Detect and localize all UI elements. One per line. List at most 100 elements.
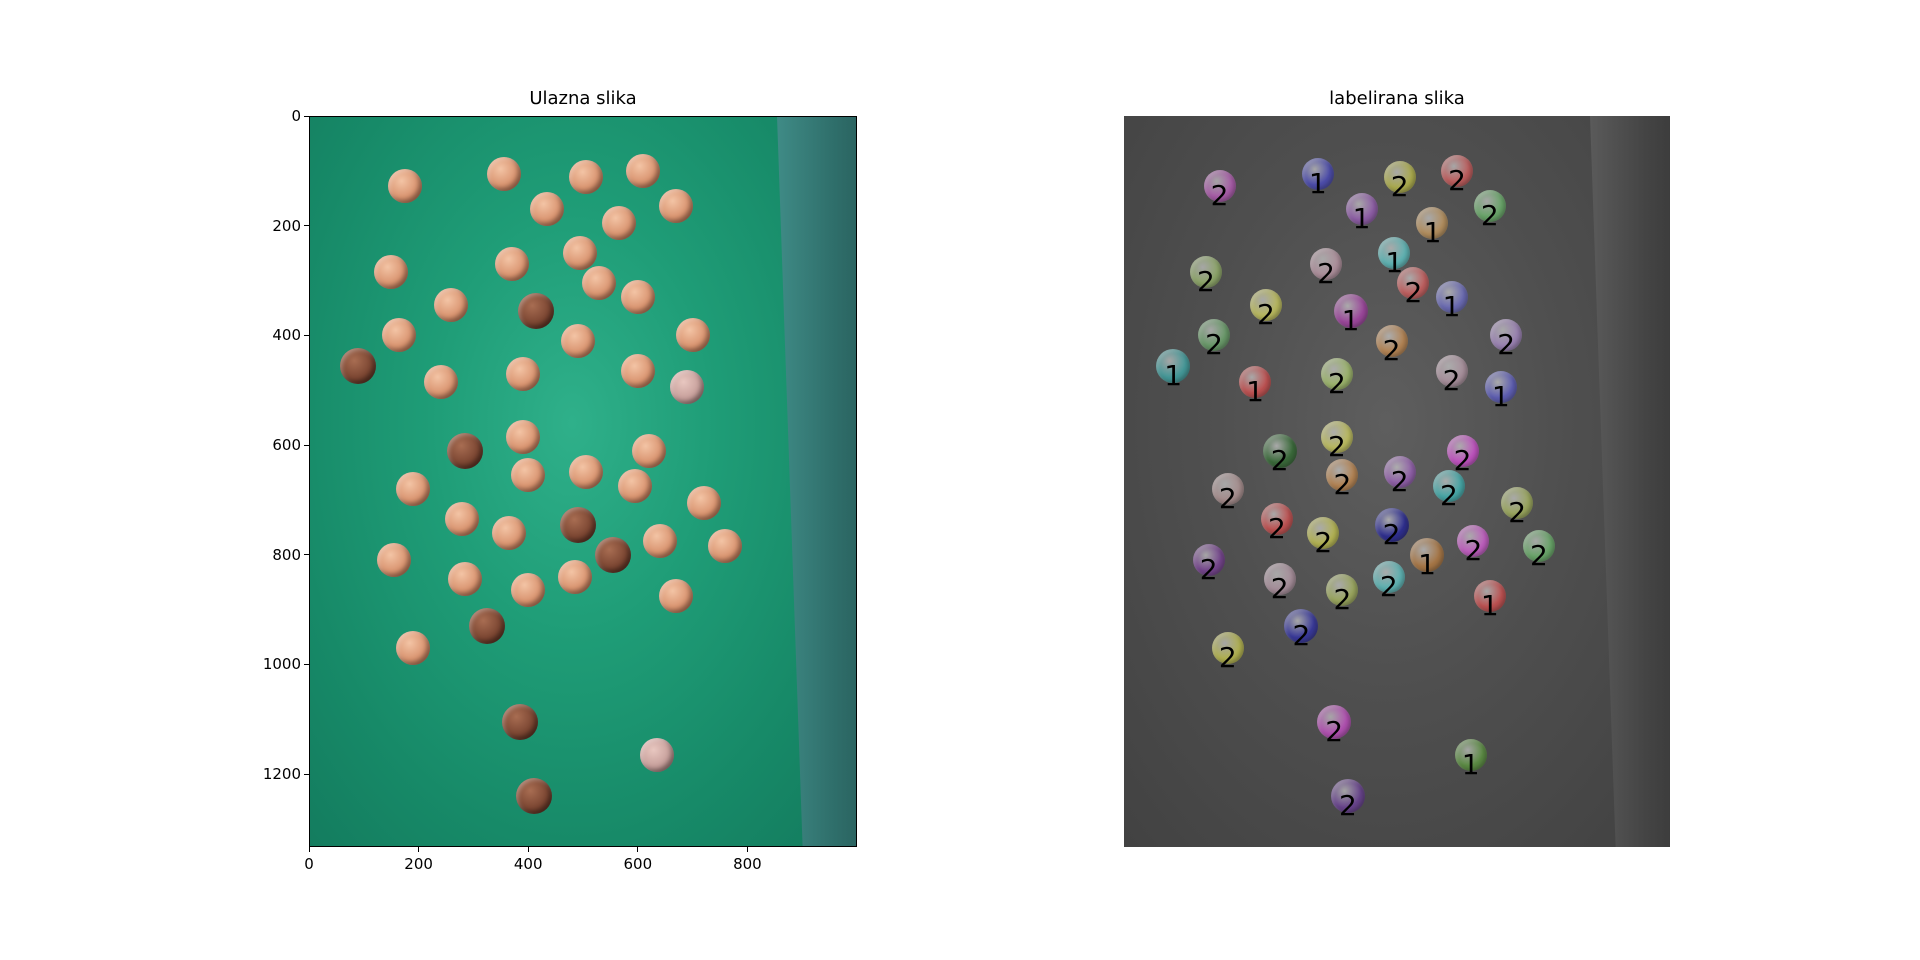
coin xyxy=(447,432,484,469)
coin xyxy=(642,524,677,558)
coin-label: 2 xyxy=(1453,443,1472,477)
x-tick-label: 0 xyxy=(304,855,314,873)
labeled-coin xyxy=(1211,631,1244,664)
coin-label: 1 xyxy=(1461,747,1480,781)
coin xyxy=(530,192,565,227)
labeled-coin xyxy=(1260,503,1293,536)
coin xyxy=(511,458,546,493)
coin xyxy=(494,247,529,282)
coin-label: 2 xyxy=(1196,265,1215,299)
y-tick xyxy=(304,444,309,446)
coin xyxy=(434,288,469,323)
coin xyxy=(639,737,674,772)
labeled-coin xyxy=(1501,486,1534,519)
labeled-coin xyxy=(1490,319,1523,352)
coin xyxy=(382,318,417,353)
coin xyxy=(620,279,655,314)
labeled-coin xyxy=(1211,472,1244,505)
labeled-coin xyxy=(1284,609,1319,643)
labeled-coin xyxy=(1397,267,1430,300)
labeled-coin xyxy=(1326,459,1359,492)
coin-label: 2 xyxy=(1338,788,1357,822)
coin xyxy=(445,502,480,537)
coin xyxy=(501,703,538,740)
y-tick xyxy=(304,773,309,775)
y-tick-label: 600 xyxy=(272,436,301,455)
labeled-coin xyxy=(1320,357,1353,390)
coin xyxy=(374,255,409,290)
folder-edge-strip-gray xyxy=(1590,116,1670,847)
labeled-coin xyxy=(1203,169,1236,202)
right-axes-title: labelirana slika xyxy=(1329,88,1465,109)
labeled-coin xyxy=(1192,544,1225,577)
labeled-coin xyxy=(1435,280,1468,313)
coin xyxy=(559,506,596,543)
labeled-coin xyxy=(1374,507,1409,542)
coin-label: 2 xyxy=(1270,443,1289,477)
coin-label: 1 xyxy=(1423,215,1442,249)
y-tick-label: 0 xyxy=(291,107,301,125)
coin-label: 2 xyxy=(1218,640,1237,674)
coin xyxy=(511,573,546,608)
labeled-coin xyxy=(1239,365,1272,398)
labeled-coin xyxy=(1307,516,1340,549)
labeled-coin xyxy=(1320,420,1353,453)
coin-label: 2 xyxy=(1218,481,1237,515)
labeled-coin xyxy=(1189,256,1222,289)
coin xyxy=(620,354,655,388)
x-tick-label: 800 xyxy=(733,855,762,873)
labeled-coin xyxy=(1310,248,1343,281)
labeled-coin xyxy=(1330,779,1365,813)
coin xyxy=(448,562,483,597)
labeled-coin xyxy=(1375,324,1408,357)
y-tick xyxy=(304,554,309,556)
labeled-coin xyxy=(1454,738,1487,771)
labeled-coin xyxy=(1473,579,1506,612)
coin xyxy=(675,318,710,353)
x-tick xyxy=(418,847,420,852)
y-tick-label: 800 xyxy=(272,545,301,564)
coin-label: 1 xyxy=(1418,547,1436,581)
y-tick-label: 400 xyxy=(272,326,301,345)
coin xyxy=(618,469,653,504)
coin xyxy=(595,536,632,573)
labeled-coin xyxy=(1378,237,1411,270)
coin-label: 2 xyxy=(1530,539,1548,573)
x-tick-label: 400 xyxy=(513,855,543,873)
coin xyxy=(670,370,705,405)
coin-label: 2 xyxy=(1390,170,1409,204)
coin xyxy=(396,630,431,665)
x-tick xyxy=(527,847,529,852)
coin-label: 1 xyxy=(1164,358,1183,392)
coin xyxy=(396,471,431,506)
labeled-coin xyxy=(1198,319,1231,352)
coin-label: 2 xyxy=(1379,569,1398,603)
coin-label: 2 xyxy=(1382,517,1401,551)
coin-label: 2 xyxy=(1317,256,1335,290)
coin-label: 2 xyxy=(1390,465,1409,499)
coin-label: 2 xyxy=(1314,525,1333,559)
coin xyxy=(708,529,743,564)
labeled-coin xyxy=(1432,470,1465,503)
labeled-coin xyxy=(1317,704,1352,739)
coin xyxy=(582,266,617,301)
labeled-coin xyxy=(1262,433,1297,468)
coin-label: 1 xyxy=(1480,588,1499,622)
coin xyxy=(626,153,661,188)
x-tick-label: 200 xyxy=(404,855,433,873)
coin xyxy=(518,292,555,329)
coin xyxy=(560,323,595,358)
labeled-coin xyxy=(1372,560,1405,593)
coin xyxy=(601,205,636,240)
coin xyxy=(423,364,458,399)
coin-label: 2 xyxy=(1404,276,1423,310)
y-tick xyxy=(304,225,309,227)
labeled-coin xyxy=(1484,371,1517,404)
y-tick-label: 1200 xyxy=(262,765,301,784)
labeled-coin xyxy=(1345,193,1378,226)
labeled-coin xyxy=(1383,161,1416,194)
coin-label: 2 xyxy=(1270,572,1289,606)
left-axes-title: Ulazna slika xyxy=(529,88,637,109)
coin xyxy=(568,160,603,195)
